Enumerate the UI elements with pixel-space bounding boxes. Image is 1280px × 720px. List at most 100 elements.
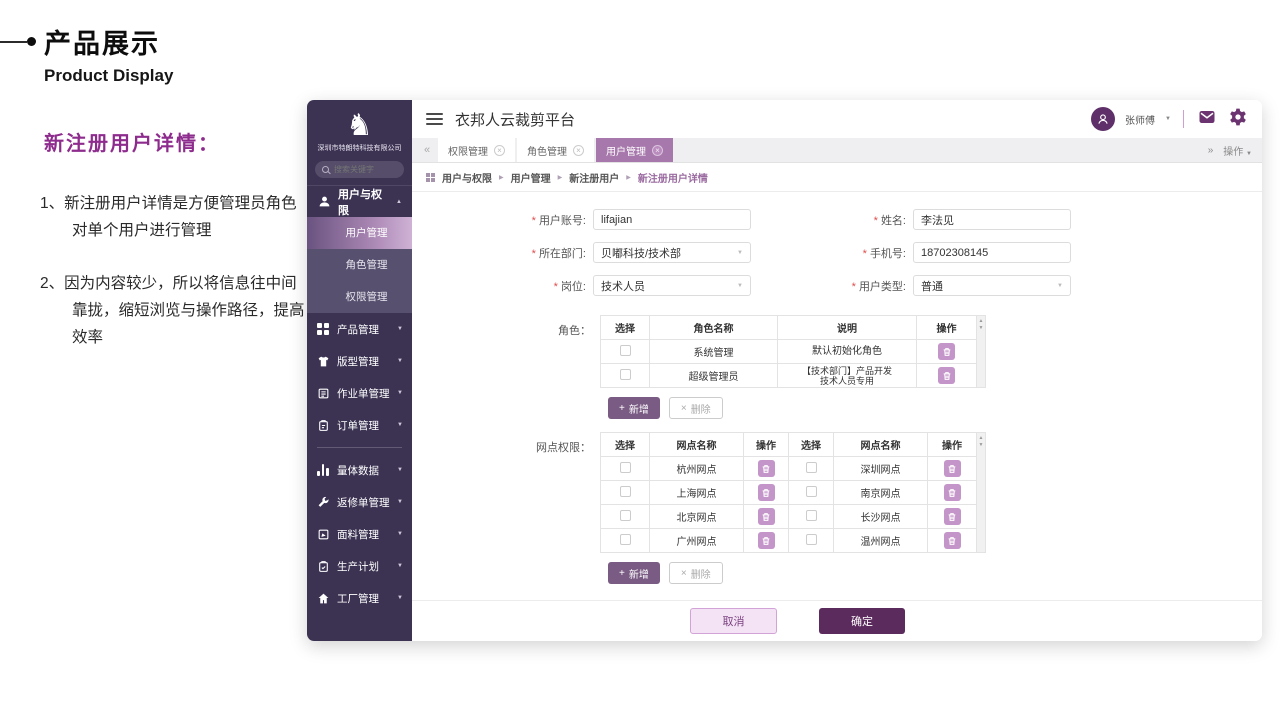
sidebar-item-role-mgmt[interactable]: 角色管理 bbox=[345, 259, 388, 271]
tab-actions-dropdown[interactable]: 操作 ▼ bbox=[1223, 146, 1252, 158]
header-divider bbox=[1183, 110, 1184, 128]
delete-row-button[interactable] bbox=[938, 367, 955, 384]
name-label: * 姓名: bbox=[873, 214, 906, 227]
row-checkbox[interactable] bbox=[619, 344, 631, 356]
delete-site-button[interactable]: × 删除 bbox=[668, 562, 723, 584]
avatar[interactable] bbox=[1091, 107, 1116, 131]
sidebar-item-production-plan[interactable]: 生产计划 ▼ bbox=[307, 550, 412, 582]
row-checkbox[interactable] bbox=[805, 533, 817, 545]
row-checkbox[interactable] bbox=[619, 368, 631, 380]
table-scrollbar[interactable]: ▲ ▼ bbox=[977, 432, 986, 553]
add-site-button[interactable]: + 新增 bbox=[608, 562, 660, 584]
add-role-button[interactable]: + 新增 bbox=[608, 397, 660, 419]
breadcrumb-current: 新注册用户详情 bbox=[637, 173, 708, 185]
row-checkbox[interactable] bbox=[805, 509, 817, 521]
delete-row-button[interactable] bbox=[943, 484, 961, 501]
row-checkbox[interactable] bbox=[619, 509, 631, 521]
table-row: 上海网点 南京网点 bbox=[600, 480, 977, 505]
notes-block: 1、新注册用户详情是方便管理员角色对单个用户进行管理 2、因为内容较少，所以将信… bbox=[40, 190, 306, 377]
chevron-down-icon[interactable]: ▼ bbox=[1165, 116, 1171, 122]
position-select[interactable]: 技术人员 ▼ bbox=[593, 275, 751, 296]
sidebar-item-fabric-mgmt[interactable]: 面料管理 ▼ bbox=[307, 518, 412, 550]
table-row: 北京网点 长沙网点 bbox=[600, 504, 977, 529]
sidebar-divider bbox=[317, 447, 402, 448]
logo: ♞ 深圳市特朗特科技有限公司 bbox=[307, 100, 412, 153]
sidebar-item-user-mgmt[interactable]: 用户管理 bbox=[307, 217, 412, 249]
app-window: ♞ 深圳市特朗特科技有限公司 用户与权限 ▲ 用户管理 角色管理 权限管理 产品… bbox=[307, 100, 1262, 641]
delete-row-button[interactable] bbox=[757, 532, 775, 549]
hamburger-menu-icon[interactable] bbox=[426, 113, 443, 125]
row-checkbox[interactable] bbox=[619, 533, 631, 545]
delete-row-button[interactable] bbox=[757, 460, 775, 477]
delete-row-button[interactable] bbox=[757, 508, 775, 525]
search-icon bbox=[322, 166, 329, 173]
sidebar-item-pattern-mgmt[interactable]: 版型管理 ▼ bbox=[307, 345, 412, 377]
chevron-down-icon: ▼ bbox=[397, 422, 403, 428]
table-row: 系统管理 默认初始化角色 bbox=[600, 339, 977, 364]
tabs-scroll-right-icon[interactable]: » bbox=[1207, 144, 1214, 156]
delete-row-button[interactable] bbox=[943, 532, 961, 549]
pen-square-icon bbox=[316, 527, 330, 541]
sidebar-item-measure-data[interactable]: 量体数据 ▼ bbox=[307, 454, 412, 486]
roles-section: 角色： 选择 角色名称 说明 操作 系统管理 默认初始化角 bbox=[412, 315, 1262, 388]
horse-logo-icon: ♞ bbox=[346, 109, 373, 142]
title-leader-line bbox=[0, 41, 27, 43]
row-checkbox[interactable] bbox=[805, 461, 817, 473]
clipboard-check-icon bbox=[316, 559, 330, 573]
user-icon bbox=[317, 195, 331, 209]
close-icon[interactable]: × bbox=[573, 144, 584, 156]
title-bullet bbox=[27, 37, 36, 46]
table-row: 杭州网点 深圳网点 bbox=[600, 456, 977, 481]
table-row: 超级管理员 【技术部门】产品开发 技术人员专用 bbox=[600, 363, 977, 388]
table-scrollbar[interactable]: ▲ ▼ bbox=[977, 315, 986, 388]
row-checkbox[interactable] bbox=[619, 485, 631, 497]
close-icon[interactable]: × bbox=[494, 144, 505, 156]
sidebar-group-users[interactable]: 用户与权限 ▲ bbox=[307, 185, 412, 217]
tabs-scroll-left-icon[interactable]: « bbox=[423, 144, 431, 156]
gear-icon[interactable] bbox=[1228, 107, 1248, 132]
confirm-button[interactable]: 确定 bbox=[819, 608, 905, 634]
delete-row-button[interactable] bbox=[943, 460, 961, 477]
delete-row-button[interactable] bbox=[757, 484, 775, 501]
username[interactable]: 张师傅 bbox=[1125, 115, 1156, 127]
breadcrumb-item[interactable]: 用户与权限 bbox=[442, 173, 492, 185]
section-heading: 新注册用户详情： bbox=[44, 133, 220, 155]
row-checkbox[interactable] bbox=[805, 485, 817, 497]
breadcrumb-item[interactable]: 用户管理 bbox=[510, 173, 551, 185]
sidebar-item-factory-mgmt[interactable]: 工厂管理 ▼ bbox=[307, 582, 412, 614]
mail-icon[interactable] bbox=[1196, 108, 1218, 131]
name-input[interactable] bbox=[913, 209, 1071, 230]
sidebar-item-repair-mgmt[interactable]: 返修单管理 ▼ bbox=[307, 486, 412, 518]
cancel-button[interactable]: 取消 bbox=[690, 608, 777, 634]
delete-role-button[interactable]: × 删除 bbox=[668, 397, 723, 419]
grid-icon bbox=[316, 322, 330, 336]
phone-input[interactable] bbox=[913, 242, 1071, 263]
tab-role-mgmt[interactable]: 角色管理 × bbox=[517, 138, 594, 162]
sites-table: 选择 网点名称 操作 选择 网点名称 操作 杭州网点 深圳网点 bbox=[600, 432, 977, 553]
account-input[interactable] bbox=[593, 209, 751, 230]
home-icon bbox=[316, 591, 330, 605]
sidebar-item-worksheet-mgmt[interactable]: 作业单管理 ▼ bbox=[307, 377, 412, 409]
tab-user-mgmt[interactable]: 用户管理 × bbox=[596, 138, 673, 162]
sidebar-item-perm-mgmt[interactable]: 权限管理 bbox=[345, 291, 388, 303]
tab-perm-mgmt[interactable]: 权限管理 × bbox=[438, 138, 515, 162]
sidebar-item-product-mgmt[interactable]: 产品管理 ▼ bbox=[307, 313, 412, 345]
breadcrumb-separator-icon: ▶ bbox=[557, 174, 563, 181]
sidebar-search[interactable] bbox=[315, 161, 404, 178]
delete-row-button[interactable] bbox=[943, 508, 961, 525]
user-type-select[interactable]: 普通 ▼ bbox=[913, 275, 1071, 296]
chevron-down-icon: ▼ bbox=[397, 467, 403, 473]
sidebar: ♞ 深圳市特朗特科技有限公司 用户与权限 ▲ 用户管理 角色管理 权限管理 产品… bbox=[307, 100, 412, 641]
sidebar-item-order-mgmt[interactable]: 订单管理 ▼ bbox=[307, 409, 412, 441]
table-row: 广州网点 温州网点 bbox=[600, 528, 977, 553]
search-input[interactable] bbox=[334, 165, 396, 174]
department-select[interactable]: 贝嘟科技/技术部 ▼ bbox=[593, 242, 751, 263]
clipboard-icon bbox=[316, 418, 330, 432]
breadcrumb-item[interactable]: 新注册用户 bbox=[569, 173, 620, 185]
close-icon[interactable]: × bbox=[652, 144, 663, 156]
sidebar-group-label: 用户与权限 bbox=[338, 188, 382, 217]
company-name: 深圳市特朗特科技有限公司 bbox=[317, 145, 402, 152]
row-checkbox[interactable] bbox=[619, 461, 631, 473]
roles-label: 角色： bbox=[558, 325, 591, 337]
delete-row-button[interactable] bbox=[938, 343, 955, 360]
